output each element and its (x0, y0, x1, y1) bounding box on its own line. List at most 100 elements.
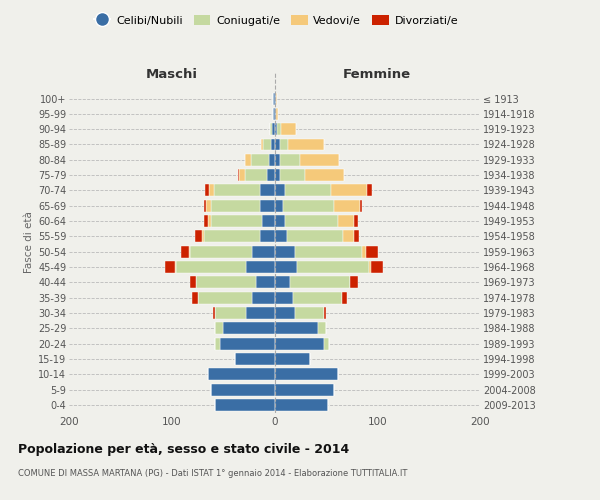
Text: COMUNE DI MASSA MARTANA (PG) - Dati ISTAT 1° gennaio 2014 - Elaborazione TUTTITA: COMUNE DI MASSA MARTANA (PG) - Dati ISTA… (18, 469, 407, 478)
Bar (211, 384, 275, 396)
Bar (275, 92, 277, 104)
Bar (181, 246, 189, 258)
Bar (203, 200, 206, 211)
Bar (275, 169, 280, 181)
Bar (295, 307, 324, 319)
Bar (275, 322, 317, 334)
Bar (199, 292, 252, 304)
Y-axis label: Fasce di età: Fasce di età (23, 212, 34, 274)
Bar (164, 261, 175, 273)
Bar (208, 368, 275, 380)
Bar (261, 138, 263, 150)
Bar (223, 322, 275, 334)
Bar (215, 307, 246, 319)
Bar (367, 184, 372, 196)
Bar (238, 169, 239, 181)
Bar (287, 230, 343, 242)
Bar (275, 292, 293, 304)
Bar (353, 230, 359, 242)
Bar (324, 338, 329, 349)
Bar (211, 215, 262, 227)
Bar (280, 138, 288, 150)
Bar (256, 276, 275, 288)
Bar (272, 123, 275, 135)
Bar (275, 184, 285, 196)
Bar (275, 338, 324, 349)
Bar (369, 261, 371, 273)
Bar (331, 184, 367, 196)
Bar (260, 230, 275, 242)
Bar (203, 230, 260, 242)
Bar (260, 200, 275, 211)
Bar (280, 154, 300, 166)
Bar (300, 154, 339, 166)
Bar (263, 138, 271, 150)
Bar (203, 215, 208, 227)
Bar (215, 322, 223, 334)
Bar (190, 246, 252, 258)
Bar (262, 215, 275, 227)
Bar (275, 108, 278, 120)
Bar (317, 322, 326, 334)
Bar (252, 292, 275, 304)
Y-axis label: Anni di nascita: Anni di nascita (597, 204, 600, 281)
Bar (175, 261, 176, 273)
Bar (343, 230, 353, 242)
Bar (350, 276, 358, 288)
Bar (275, 138, 280, 150)
Bar (275, 307, 295, 319)
Bar (280, 169, 305, 181)
Bar (190, 276, 196, 288)
Bar (275, 215, 285, 227)
Bar (211, 200, 260, 211)
Bar (288, 138, 324, 150)
Bar (274, 108, 275, 120)
Bar (285, 184, 331, 196)
Bar (208, 215, 211, 227)
Bar (274, 92, 275, 104)
Bar (213, 307, 215, 319)
Bar (269, 154, 275, 166)
Bar (334, 200, 360, 211)
Bar (271, 138, 275, 150)
Bar (362, 246, 366, 258)
Bar (205, 184, 209, 196)
Bar (275, 276, 290, 288)
Bar (196, 230, 202, 242)
Bar (235, 353, 275, 365)
Bar (366, 246, 378, 258)
Bar (275, 200, 283, 211)
Bar (290, 276, 350, 288)
Bar (260, 184, 275, 196)
Bar (206, 200, 211, 211)
Legend: Celibi/Nubili, Coniugati/e, Vedovi/e, Divorziati/e: Celibi/Nubili, Coniugati/e, Vedovi/e, Di… (89, 10, 463, 30)
Text: Popolazione per età, sesso e stato civile - 2014: Popolazione per età, sesso e stato civil… (18, 442, 349, 456)
Bar (275, 353, 310, 365)
Bar (275, 261, 297, 273)
Bar (245, 154, 251, 166)
Bar (215, 399, 275, 411)
Bar (275, 246, 295, 258)
Bar (245, 169, 268, 181)
Bar (360, 200, 362, 211)
Bar (252, 246, 275, 258)
Bar (246, 307, 275, 319)
Bar (275, 123, 277, 135)
Bar (283, 200, 334, 211)
Bar (353, 215, 358, 227)
Bar (295, 246, 362, 258)
Bar (275, 399, 328, 411)
Bar (275, 230, 287, 242)
Bar (189, 246, 190, 258)
Bar (176, 261, 246, 273)
Bar (343, 292, 347, 304)
Bar (324, 307, 326, 319)
Bar (202, 230, 203, 242)
Bar (214, 184, 260, 196)
Bar (215, 338, 220, 349)
Bar (281, 123, 296, 135)
Bar (196, 276, 256, 288)
Bar (275, 368, 338, 380)
Bar (297, 261, 369, 273)
Bar (305, 169, 344, 181)
